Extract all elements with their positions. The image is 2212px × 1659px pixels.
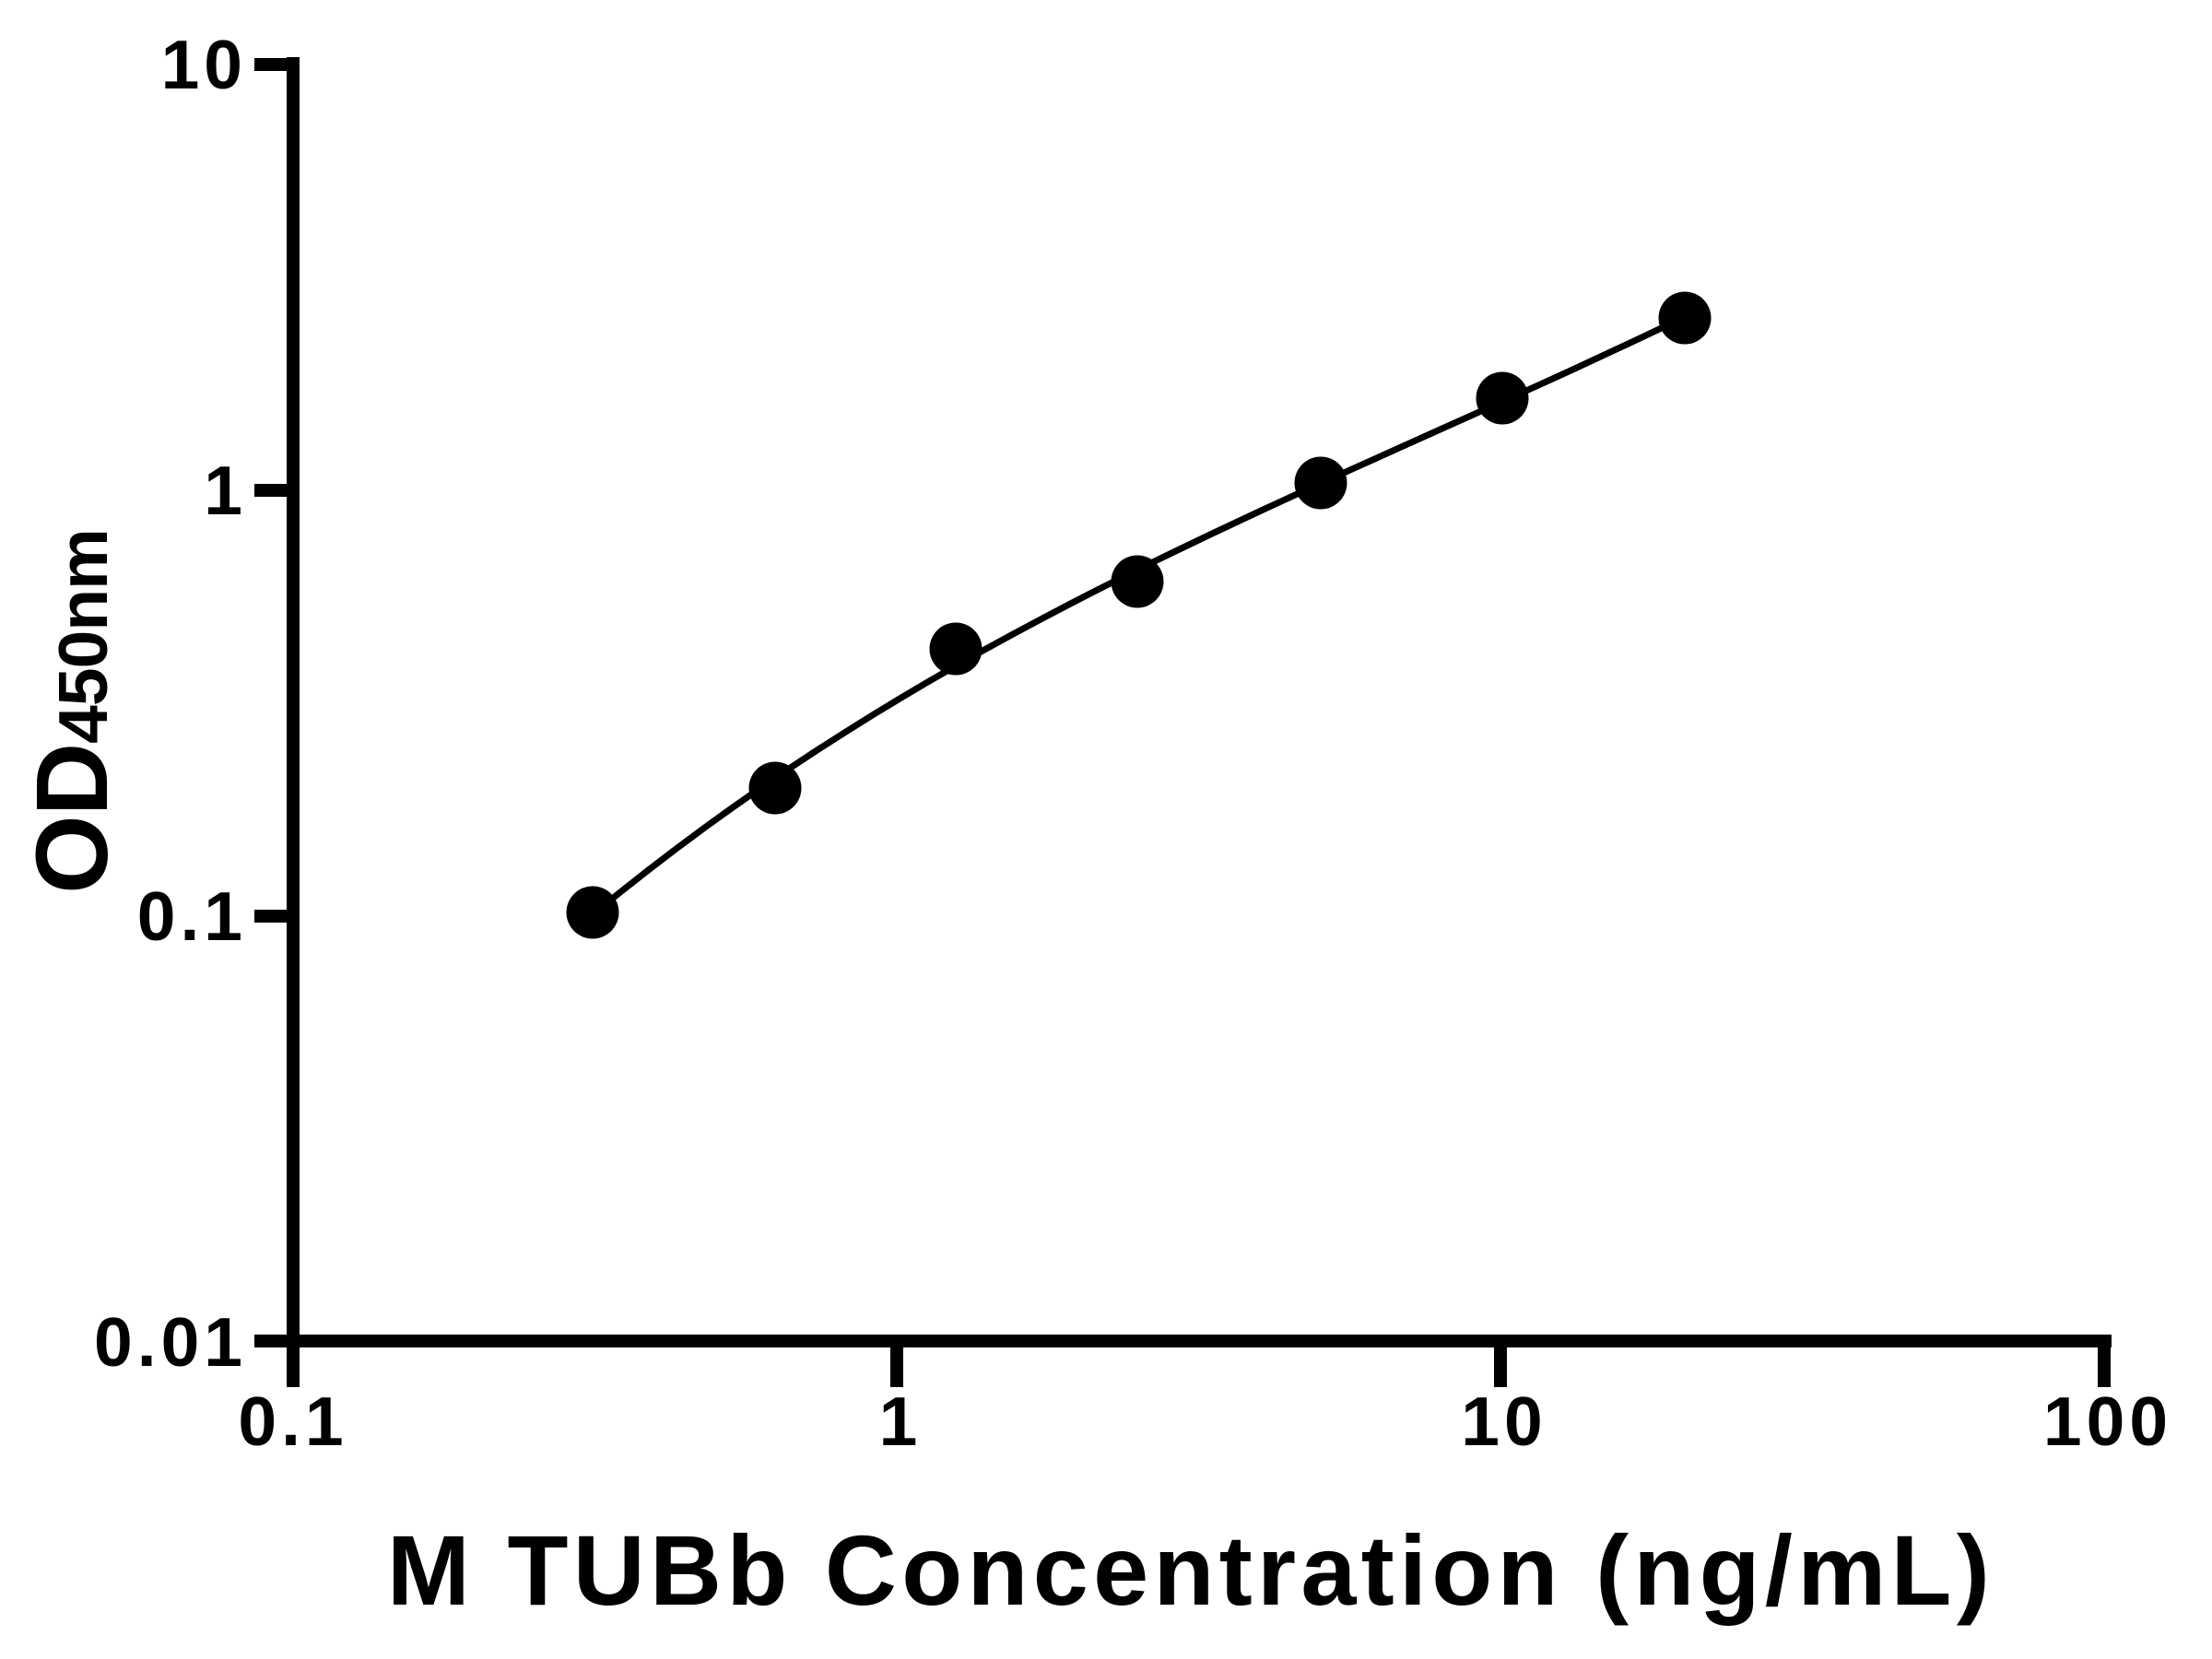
svg-text:M TUBb Concentration (ng/mL): M TUBb Concentration (ng/mL) bbox=[387, 1514, 1994, 1626]
svg-text:0.1: 0.1 bbox=[238, 1382, 347, 1460]
svg-text:0.1: 0.1 bbox=[137, 877, 247, 955]
svg-text:10: 10 bbox=[161, 26, 247, 103]
svg-text:0.01: 0.01 bbox=[94, 1303, 247, 1381]
svg-text:1: 1 bbox=[879, 1382, 923, 1460]
svg-text:1: 1 bbox=[204, 452, 247, 529]
svg-text:10: 10 bbox=[1461, 1382, 1547, 1460]
svg-text:100: 100 bbox=[2043, 1382, 2172, 1460]
